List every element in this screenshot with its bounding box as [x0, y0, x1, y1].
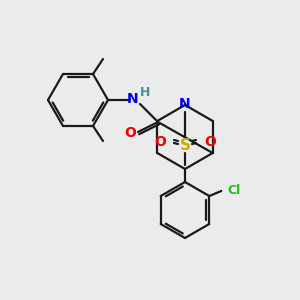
Text: O: O — [124, 126, 136, 140]
Text: S: S — [179, 137, 191, 152]
Text: N: N — [179, 97, 191, 111]
Text: N: N — [127, 92, 139, 106]
Text: Cl: Cl — [228, 184, 241, 197]
Text: O: O — [154, 135, 166, 149]
Text: O: O — [204, 135, 216, 149]
Text: H: H — [140, 85, 150, 98]
